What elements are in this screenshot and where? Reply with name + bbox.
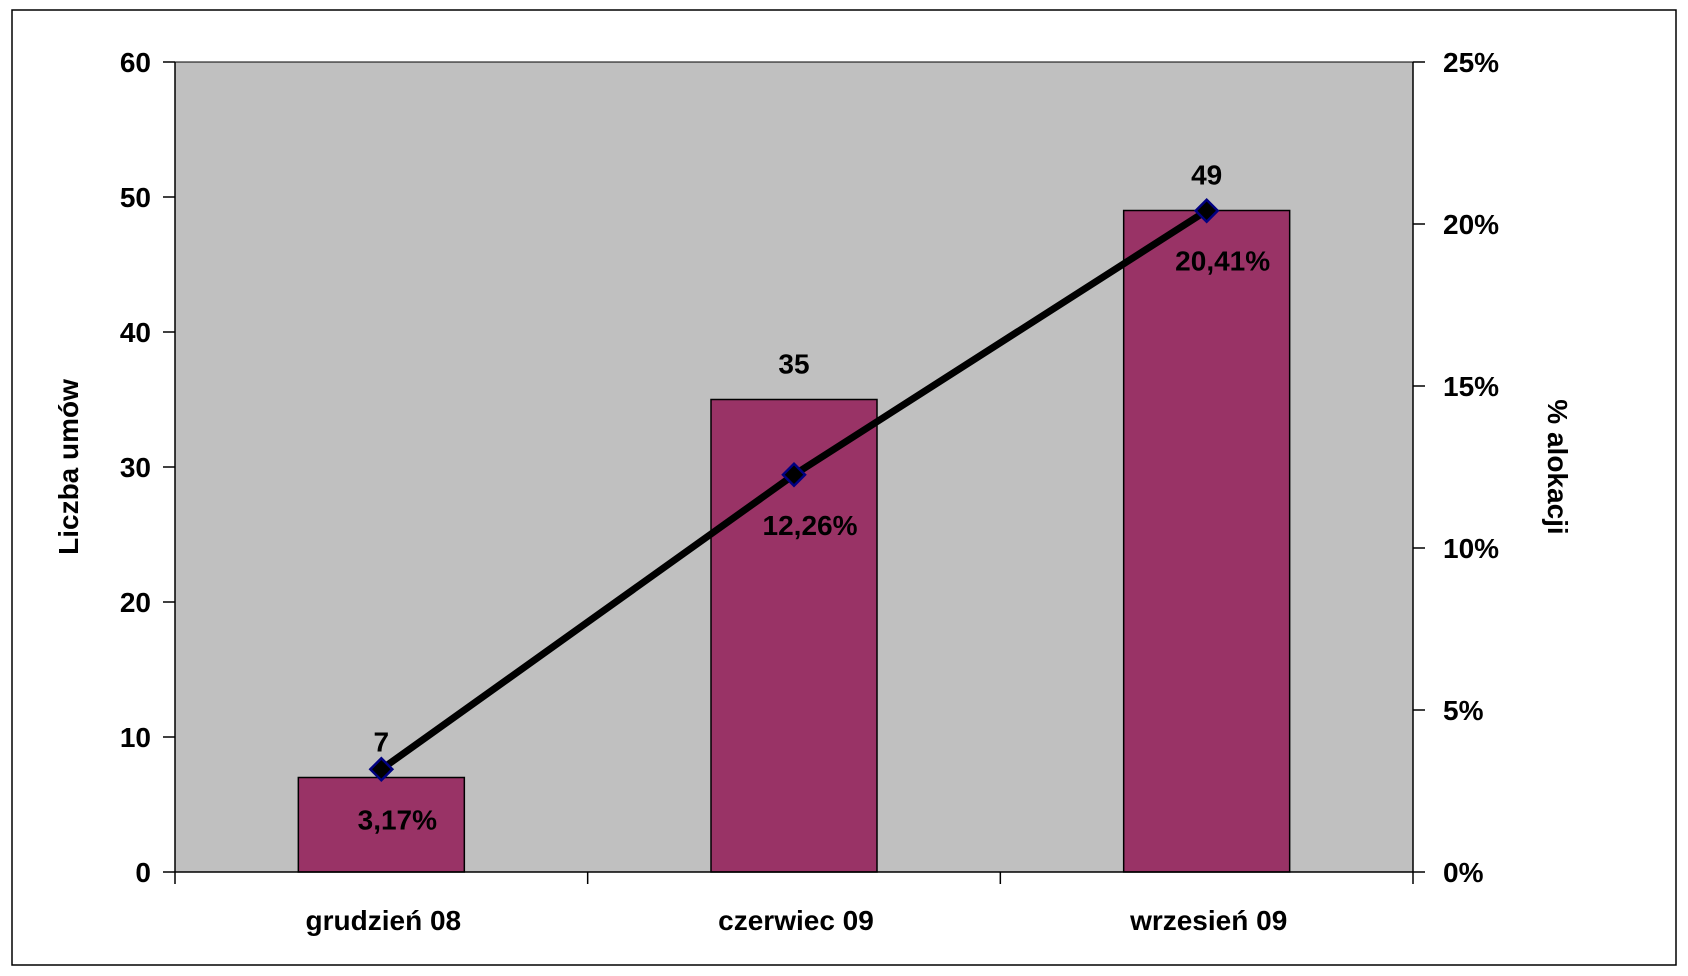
- y2-tick-label: 10%: [1443, 533, 1499, 564]
- y-tick-label: 40: [120, 317, 151, 348]
- line-value-label: 12,26%: [763, 510, 858, 541]
- y-tick-label: 60: [120, 47, 151, 78]
- y2-tick-label: 15%: [1443, 371, 1499, 402]
- x-tick-label: grudzień 08: [306, 905, 462, 936]
- x-tick-label: czerwiec 09: [718, 905, 874, 936]
- bars-layer: [297, 209, 1291, 873]
- y2-tick-label: 0%: [1443, 857, 1484, 888]
- y-tick-label: 20: [120, 587, 151, 618]
- x-tick-label: wrzesień 09: [1129, 905, 1287, 936]
- y2-tick-label: 20%: [1443, 209, 1499, 240]
- line-value-label: 3,17%: [358, 804, 437, 835]
- bar-value-label: 35: [778, 349, 809, 380]
- labels-layer: 7 35 49 3,17% 12,26% 20,41%: [358, 160, 1271, 836]
- line-point-marker: [1193, 197, 1220, 224]
- y2-tick-label: 5%: [1443, 695, 1484, 726]
- y-axis-title: Liczba umów: [53, 379, 84, 555]
- y-tick-label: 10: [120, 722, 151, 753]
- line-value-label: 20,41%: [1175, 246, 1270, 277]
- y2-axis-title: % alokacji: [1542, 399, 1573, 534]
- bar-value-label: 7: [374, 727, 390, 758]
- axes-layer: 0 10 20 30 40 50 60 0% 5% 10% 15% 20% 25% grudzień 08…: [120, 47, 1499, 936]
- line-layer: [368, 197, 1220, 783]
- line-point-marker: [781, 462, 807, 488]
- y-tick-label: 30: [120, 452, 151, 483]
- bar-value-label: 49: [1191, 160, 1222, 191]
- bar: [1122, 209, 1291, 873]
- y-tick-label: 0: [135, 857, 151, 888]
- y-tick-label: 50: [120, 182, 151, 213]
- y2-tick-label: 25%: [1443, 47, 1499, 78]
- line-point-marker: [368, 756, 395, 783]
